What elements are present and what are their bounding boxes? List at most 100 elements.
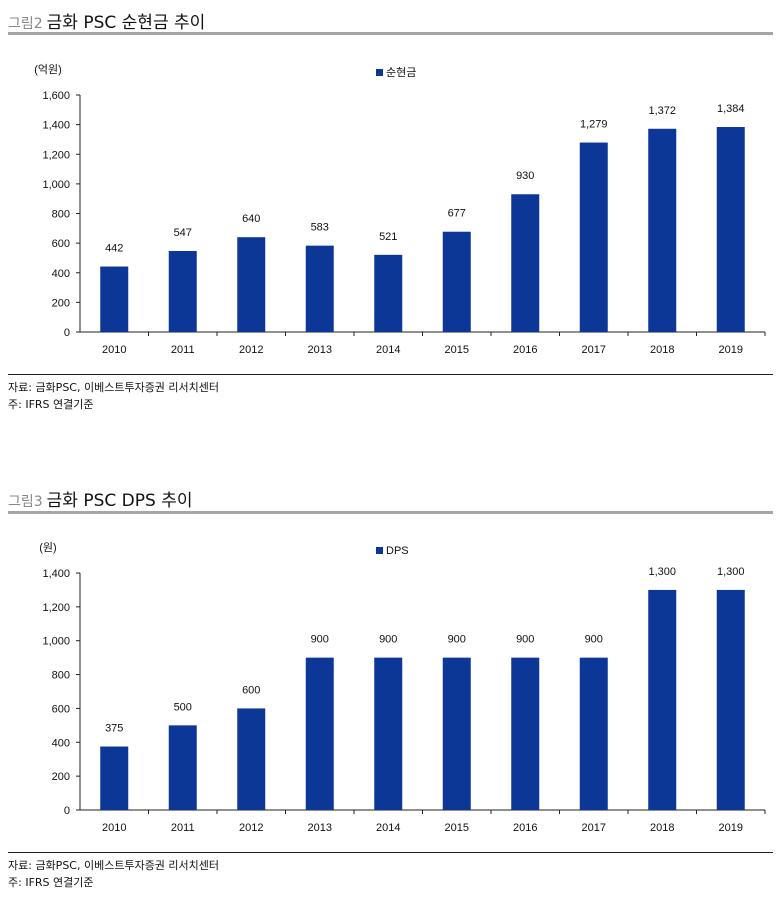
bar xyxy=(237,237,266,332)
y-tick-label: 800 xyxy=(52,209,70,221)
x-tick-label: 2012 xyxy=(239,822,263,834)
data-label: 930 xyxy=(516,170,534,182)
x-tick-label: 2017 xyxy=(582,344,606,356)
data-label: 521 xyxy=(379,231,397,243)
bar xyxy=(511,657,540,810)
x-tick-label: 2012 xyxy=(239,344,263,356)
data-label: 583 xyxy=(311,222,329,234)
data-label: 900 xyxy=(311,634,329,646)
footnote: 주: IFRS 연결기준 xyxy=(8,398,94,411)
net-cash-chart: (억원) 0 200 400 600 800 1,000 1,200 1,400 1,600 순현금… xyxy=(34,63,766,356)
legend-label: 순현금 xyxy=(386,66,416,79)
source-note: 자료: 금화PSC, 이베스트투자증권 리서치센터 xyxy=(8,859,220,872)
x-tick-label: 2013 xyxy=(308,822,332,834)
y-tick-label: 1,400 xyxy=(42,568,70,580)
figure-title-1: 그림2 금화 PSC 순현금 추이 xyxy=(8,8,205,33)
y-axis-label: (원) xyxy=(39,541,56,554)
title-rule xyxy=(8,511,773,514)
y-tick-label: 200 xyxy=(52,771,70,783)
data-label: 500 xyxy=(174,701,192,713)
x-tick-label: 2013 xyxy=(308,344,332,356)
y-tick-label: 1,400 xyxy=(42,120,70,132)
bar xyxy=(511,194,540,332)
bar xyxy=(716,589,745,810)
figure-title-2: 그림3 금화 PSC DPS 추이 xyxy=(8,486,193,511)
bar xyxy=(305,245,334,332)
x-tick-label: 2010 xyxy=(102,822,126,834)
data-label: 900 xyxy=(379,634,397,646)
legend-swatch xyxy=(376,69,383,76)
x-tick-label: 2015 xyxy=(445,344,469,356)
y-tick-label: 400 xyxy=(52,268,70,280)
y-tick-label: 200 xyxy=(52,297,70,309)
y-tick-label: 1,000 xyxy=(42,179,70,191)
y-tick-label: 1,200 xyxy=(42,602,70,614)
x-tick-label: 2019 xyxy=(719,822,743,834)
bar xyxy=(442,657,471,810)
bottom-rule xyxy=(8,374,773,375)
bar xyxy=(648,589,677,810)
data-label: 1,372 xyxy=(648,105,676,117)
source-note: 자료: 금화PSC, 이베스트투자증권 리서치센터 xyxy=(8,381,220,394)
dps-chart: (원) 0 200 400 600 800 1,000 1,200 1,400 DPS 375 201… xyxy=(39,541,766,834)
x-tick-label: 2016 xyxy=(513,344,537,356)
x-tick-label: 2011 xyxy=(171,822,195,834)
x-tick-label: 2011 xyxy=(171,344,195,356)
y-axis-label: (억원) xyxy=(34,63,62,76)
bar xyxy=(579,142,608,332)
x-tick-label: 2010 xyxy=(102,344,126,356)
data-label: 900 xyxy=(585,634,603,646)
y-tick-label: 1,000 xyxy=(42,636,70,648)
x-tick-label: 2014 xyxy=(376,344,400,356)
bar xyxy=(100,266,129,332)
title-text: 금화 PSC DPS 추이 xyxy=(46,491,193,511)
data-label: 375 xyxy=(105,723,123,735)
data-label: 1,300 xyxy=(648,566,676,578)
bottom-rule xyxy=(8,852,773,853)
data-label: 547 xyxy=(174,227,192,239)
data-label: 640 xyxy=(242,213,260,225)
bar xyxy=(374,657,403,810)
bar xyxy=(305,657,334,810)
x-tick-label: 2018 xyxy=(650,822,674,834)
legend-label: DPS xyxy=(386,545,409,557)
data-label: 677 xyxy=(448,208,466,220)
bar xyxy=(648,128,677,332)
x-tick-label: 2017 xyxy=(582,822,606,834)
bar xyxy=(237,708,266,810)
y-tick-label: 0 xyxy=(64,805,70,817)
bar xyxy=(374,254,403,332)
data-label: 1,384 xyxy=(717,103,745,115)
x-tick-label: 2019 xyxy=(719,344,743,356)
data-label: 900 xyxy=(516,634,534,646)
x-tick-label: 2014 xyxy=(376,822,400,834)
title-rule xyxy=(8,32,773,35)
data-label: 1,300 xyxy=(717,566,745,578)
y-tick-label: 800 xyxy=(52,670,70,682)
legend-swatch xyxy=(376,547,383,554)
bar xyxy=(579,657,608,810)
y-tick-label: 1,200 xyxy=(42,149,70,161)
bar xyxy=(100,746,129,810)
data-label: 600 xyxy=(242,684,260,696)
bar xyxy=(442,231,471,332)
figure-label: 그림2 xyxy=(8,16,43,32)
y-tick-label: 600 xyxy=(52,703,70,715)
data-label: 442 xyxy=(105,243,123,255)
y-tick-label: 0 xyxy=(64,327,70,339)
x-tick-label: 2015 xyxy=(445,822,469,834)
figure-label: 그림3 xyxy=(8,494,43,510)
bar xyxy=(716,126,745,333)
title-text: 금화 PSC 순현금 추이 xyxy=(46,13,206,33)
y-tick-label: 400 xyxy=(52,737,70,749)
x-tick-label: 2016 xyxy=(513,822,537,834)
bar xyxy=(168,250,197,332)
y-tick-label: 600 xyxy=(52,238,70,250)
x-tick-label: 2018 xyxy=(650,344,674,356)
data-label: 900 xyxy=(448,634,466,646)
footnote: 주: IFRS 연결기준 xyxy=(8,876,94,889)
y-tick-label: 1,600 xyxy=(42,90,70,102)
bar xyxy=(168,725,197,810)
data-label: 1,279 xyxy=(580,119,608,131)
